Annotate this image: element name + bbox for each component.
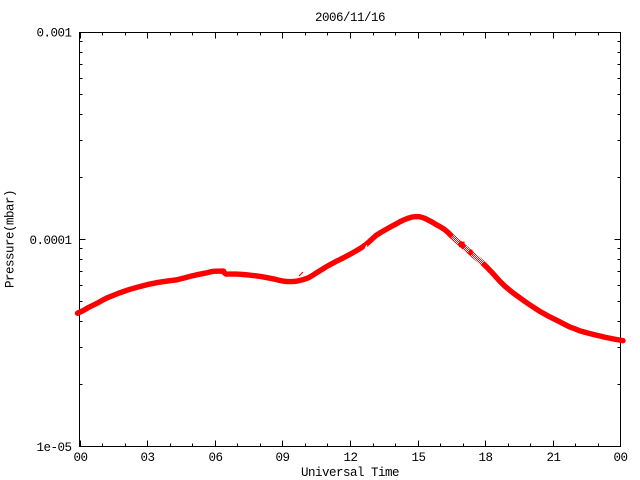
svg-text:1e-05: 1e-05 (36, 441, 71, 455)
svg-text:Universal Time: Universal Time (301, 466, 399, 480)
svg-text:00: 00 (613, 451, 627, 465)
svg-text:21: 21 (546, 451, 560, 465)
svg-text:2006/11/16: 2006/11/16 (315, 11, 385, 25)
svg-text:12: 12 (343, 451, 357, 465)
svg-text:18: 18 (478, 451, 492, 465)
svg-text:Pressure(mbar): Pressure(mbar) (4, 190, 18, 288)
svg-text:15: 15 (411, 451, 425, 465)
svg-text:03: 03 (140, 451, 154, 465)
svg-text:09: 09 (275, 451, 289, 465)
svg-text:06: 06 (208, 451, 222, 465)
svg-text:0.0001: 0.0001 (29, 234, 71, 248)
svg-text:0.001: 0.001 (36, 27, 71, 41)
svg-text:00: 00 (73, 451, 87, 465)
